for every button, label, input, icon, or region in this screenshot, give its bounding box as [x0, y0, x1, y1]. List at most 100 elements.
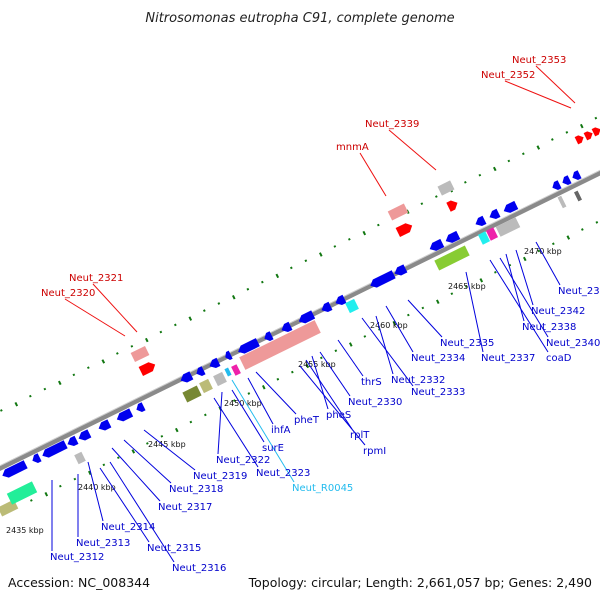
skew-dot [204, 413, 207, 417]
feature-box [495, 217, 521, 237]
feature-box [387, 203, 409, 221]
feature-arrow [209, 357, 221, 369]
gene-label[interactable]: Neut_2337 [481, 353, 535, 364]
gene-label[interactable]: Neut_2332 [391, 375, 445, 386]
gene-label[interactable]: Neut_2321 [69, 273, 123, 284]
skew-dot [450, 292, 454, 296]
label-leader [385, 305, 414, 353]
gene-label[interactable]: Neut_2312 [50, 552, 104, 563]
skew-dot [247, 392, 251, 395]
gene-label[interactable]: Neut_2335 [440, 338, 494, 349]
skew-dot [305, 363, 310, 369]
gene-label[interactable]: coaD [546, 353, 572, 364]
gene-label[interactable]: Neut_2323 [256, 468, 310, 479]
feature-arrow [562, 175, 572, 186]
label-leader [407, 299, 443, 338]
label-leader [99, 467, 150, 543]
feature-box [434, 245, 470, 271]
label-leader [231, 389, 265, 443]
feature-box [485, 227, 499, 241]
feature-arrow [552, 180, 562, 191]
gene-label[interactable]: thrS [361, 377, 382, 388]
gene-label[interactable]: Neut_2342 [531, 306, 585, 317]
gene-label[interactable]: pheS [326, 410, 351, 421]
feature-arrow [475, 215, 487, 227]
skew-dot [434, 195, 438, 198]
tick-label: 2445 kbp [148, 440, 186, 449]
gene-label[interactable]: Neut_2352 [481, 70, 535, 81]
label-leader [361, 317, 414, 387]
gene-label[interactable]: surE [262, 443, 284, 454]
skew-dot [231, 295, 236, 300]
label-leader [489, 259, 549, 353]
gene-label[interactable]: Neut_2339 [365, 119, 419, 130]
skew-dot [348, 237, 351, 241]
feature-arrow [2, 460, 28, 478]
label-leader [305, 359, 353, 430]
gene-label[interactable]: Neut_2315 [147, 543, 201, 554]
gene-label[interactable]: Neut_2320 [41, 288, 95, 299]
skew-dot [376, 223, 380, 227]
feature-arrow [298, 310, 316, 324]
gene-label[interactable]: ihfA [271, 425, 291, 436]
feature-arrow [591, 127, 600, 137]
tick-label: 2450 kbp [224, 399, 262, 408]
kbp-ticks: 2435 kbp 2440 kbp 2445 kbp 2450 kbp 2455 kbp… [6, 247, 562, 535]
gene-label[interactable]: pheT [294, 415, 320, 426]
gene-features [0, 127, 600, 517]
gene-label[interactable]: Neut_2319 [193, 471, 247, 482]
skew-dot [290, 370, 294, 374]
feature-arrow [136, 402, 146, 413]
feature-arrow [32, 453, 42, 464]
feature-box [477, 231, 491, 245]
gene-label[interactable]: Neut_2340 [546, 338, 600, 349]
gene-label[interactable]: Neut_2314 [101, 522, 155, 533]
feature-arrow [67, 435, 79, 447]
gene-label[interactable]: Neut_2313 [76, 538, 130, 549]
gene-label[interactable]: Neut_2322 [216, 455, 270, 466]
skew-dot [217, 302, 221, 305]
feature-box [213, 371, 227, 387]
gene-label[interactable]: Neut_2317 [158, 502, 212, 513]
skew-dot [232, 399, 236, 402]
gene-label[interactable]: Neut_2316 [172, 563, 226, 574]
skew-dot [43, 387, 47, 391]
skew-dot [363, 335, 367, 338]
skew-dot [58, 380, 62, 386]
skew-dot [0, 409, 3, 412]
skew-dot [130, 344, 134, 348]
gene-label[interactable]: Neut_2344 [558, 286, 600, 297]
feature-arrow [446, 200, 458, 212]
skew-dot [131, 449, 136, 454]
skew-dot [565, 131, 569, 134]
feature-arrow [196, 366, 206, 377]
gene-label[interactable]: Neut_2330 [348, 397, 402, 408]
skew-dot [566, 235, 571, 240]
feature-box [182, 385, 202, 403]
gene-label[interactable]: rpmI [363, 446, 386, 457]
skew-dot [421, 306, 425, 310]
label-leader [92, 283, 138, 333]
tick-label: 2435 kbp [6, 526, 44, 535]
label-leader [499, 257, 549, 338]
skew-dot [102, 463, 106, 467]
gene-label[interactable]: Neut_2334 [411, 353, 465, 364]
gene-label[interactable]: Neut_2338 [522, 322, 576, 333]
skew-dot [290, 266, 293, 270]
gene-label[interactable]: Neut_2353 [512, 55, 566, 66]
gene-label[interactable]: rplT [350, 430, 370, 441]
gene-label[interactable]: mnmA [336, 142, 369, 153]
feature-box [6, 481, 38, 505]
gene-label[interactable]: Neut_R0045 [292, 483, 353, 494]
label-leader [375, 315, 394, 375]
skew-dot [581, 228, 584, 231]
label-leaders [51, 65, 576, 563]
gene-label[interactable]: Neut_2333 [411, 387, 465, 398]
gene-label[interactable]: Neut_2318 [169, 484, 223, 495]
feature-arrow [238, 338, 260, 354]
skew-dot [262, 385, 266, 390]
skew-dot [261, 280, 264, 284]
label-leader [337, 339, 364, 377]
skew-dot [478, 173, 482, 177]
skew-dot [276, 377, 280, 381]
